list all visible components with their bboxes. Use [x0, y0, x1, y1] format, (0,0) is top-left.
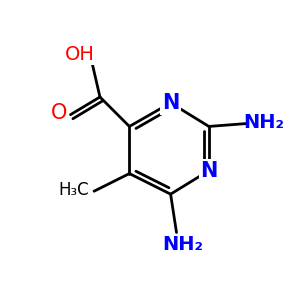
Text: OH: OH	[64, 45, 94, 64]
Text: N: N	[162, 93, 179, 113]
Text: NH₂: NH₂	[243, 112, 284, 131]
Text: H₃C: H₃C	[58, 181, 89, 199]
Text: N: N	[200, 160, 218, 181]
Text: O: O	[50, 103, 67, 123]
Text: NH₂: NH₂	[162, 235, 203, 254]
